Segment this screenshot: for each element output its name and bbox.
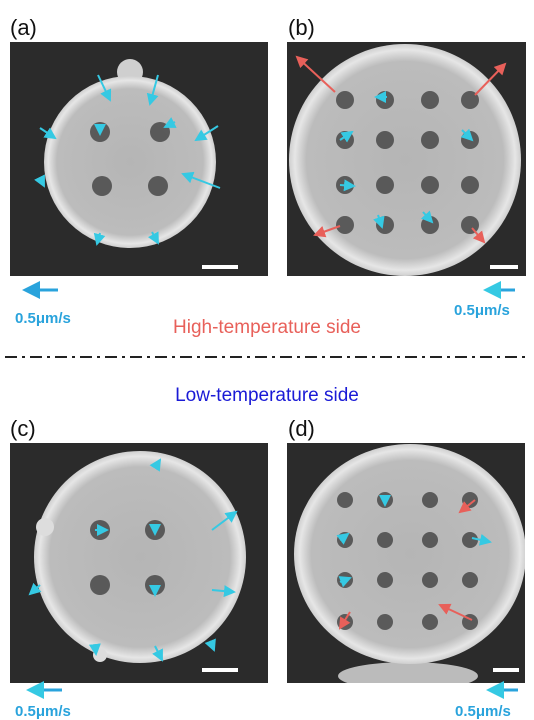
- panel-b-image: [287, 42, 526, 276]
- panel-label: (b): [288, 15, 315, 40]
- scale-label: 0.5μm/s: [455, 703, 511, 720]
- scale-label: 0.5μm/s: [454, 302, 510, 319]
- panel-a-image: [10, 42, 268, 276]
- caption-low: Low-temperature side: [175, 385, 359, 406]
- panel-label: (c): [10, 416, 36, 441]
- panel-label: (a): [10, 15, 37, 40]
- panel-c-image: [10, 443, 268, 683]
- scale-label: 0.5μm/s: [15, 703, 71, 720]
- caption-high: High-temperature side: [173, 317, 361, 338]
- panel-label: (d): [288, 416, 315, 441]
- figure: (a) (b) (c) (d) 0.5μm/s 0.5μm/s 0.5μm/s …: [0, 0, 534, 720]
- scale-label: 0.5μm/s: [15, 310, 71, 327]
- panel-d-image: [287, 443, 526, 690]
